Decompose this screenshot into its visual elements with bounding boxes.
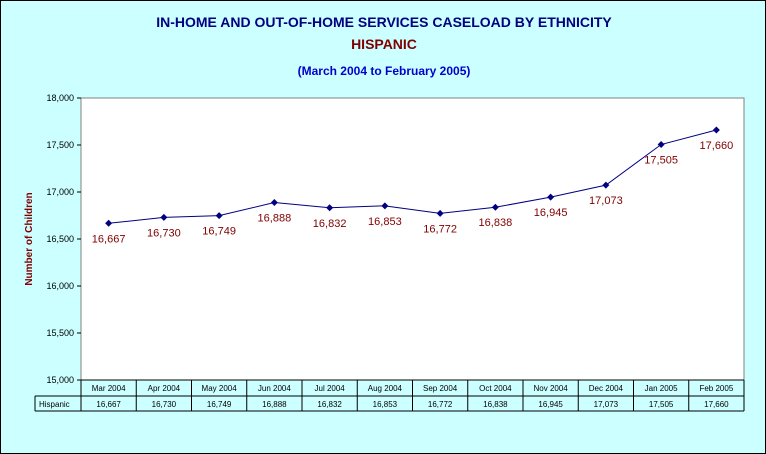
data-label: 16,838 — [479, 217, 513, 229]
data-label: 16,667 — [92, 233, 126, 245]
plot-area — [80, 97, 745, 381]
x-tick-label: Sep 2004 — [423, 384, 458, 393]
x-tick-label: Apr 2004 — [148, 384, 181, 393]
y-tick-label: 17,000 — [46, 187, 74, 197]
table-cell: 17,660 — [704, 400, 729, 409]
data-point — [547, 193, 555, 201]
y-tick-label: 15,500 — [46, 328, 74, 338]
table-cell: 16,667 — [96, 400, 121, 409]
data-label: 16,832 — [313, 218, 347, 230]
x-tick-label: Jun 2004 — [258, 384, 291, 393]
x-tick-label: Dec 2004 — [589, 384, 624, 393]
data-label: 16,772 — [423, 223, 457, 235]
x-tick-label: Jan 2005 — [645, 384, 678, 393]
data-point — [215, 212, 223, 220]
table-cell: 16,730 — [152, 400, 177, 409]
data-label: 16,749 — [202, 226, 236, 238]
data-point — [602, 181, 610, 189]
data-point — [657, 141, 665, 149]
data-label: 16,945 — [534, 207, 568, 219]
data-label: 17,660 — [700, 140, 734, 152]
data-label: 16,888 — [258, 213, 292, 225]
y-tick-label: 16,500 — [46, 234, 74, 244]
data-point — [436, 209, 444, 217]
table-series-name: Hispanic — [39, 400, 70, 409]
data-point — [712, 126, 720, 134]
table-cell: 16,749 — [207, 400, 232, 409]
table-cell: 16,832 — [317, 400, 342, 409]
x-tick-label: Feb 2005 — [699, 384, 733, 393]
data-point — [105, 219, 113, 227]
data-point — [326, 204, 334, 212]
y-tick-label: 16,000 — [46, 281, 74, 291]
table-cell: 17,073 — [594, 400, 619, 409]
chart-subtitle: HISPANIC — [351, 36, 417, 52]
series-line — [108, 129, 717, 224]
data-point — [270, 199, 278, 207]
x-tick-label: Aug 2004 — [368, 384, 403, 393]
data-point — [160, 213, 168, 221]
data-label: 17,073 — [589, 195, 623, 207]
chart-title: IN-HOME AND OUT-OF-HOME SERVICES CASELOA… — [156, 14, 612, 30]
x-tick-label: Jul 2004 — [315, 384, 346, 393]
table-cell: 17,505 — [649, 400, 674, 409]
x-tick-label: Nov 2004 — [534, 384, 569, 393]
data-point — [381, 202, 389, 210]
y-axis-label: Number of Children — [24, 192, 35, 285]
table-cell: 16,772 — [428, 400, 453, 409]
data-label: 16,853 — [368, 216, 402, 228]
x-tick-label: Oct 2004 — [479, 384, 512, 393]
date-range: (March 2004 to February 2005) — [297, 64, 471, 78]
table-cell: 16,853 — [373, 400, 398, 409]
y-tick-label: 15,000 — [46, 375, 74, 385]
data-label: 17,505 — [644, 155, 678, 167]
y-tick-label: 17,500 — [46, 140, 74, 150]
table-cell: 16,888 — [262, 400, 287, 409]
data-point — [491, 203, 499, 211]
x-tick-label: Mar 2004 — [92, 384, 126, 393]
table-cell: 16,838 — [483, 400, 508, 409]
x-tick-label: May 2004 — [202, 384, 238, 393]
y-tick-label: 18,000 — [46, 93, 74, 103]
table-cell: 16,945 — [538, 400, 563, 409]
data-label: 16,730 — [147, 227, 181, 239]
